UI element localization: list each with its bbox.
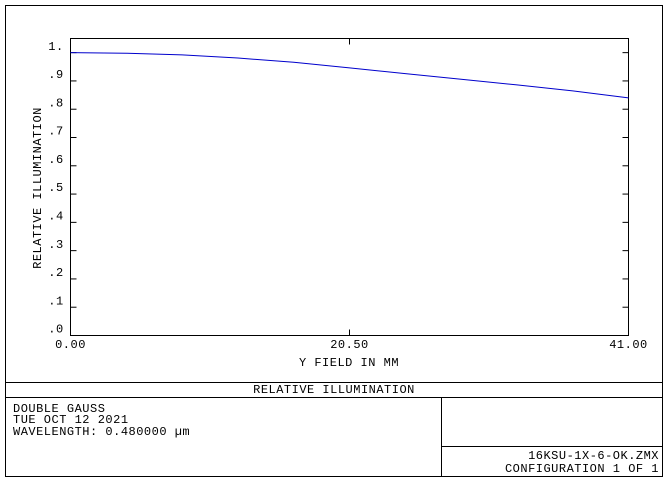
outer-frame bbox=[5, 5, 663, 477]
plot-frame bbox=[70, 38, 629, 336]
x-axis-label: Y FIELD IN MM bbox=[299, 356, 399, 370]
y-tick-label: .0 bbox=[48, 323, 63, 337]
y-tick-label: 1. bbox=[48, 40, 63, 54]
x-tick-label: 41.00 bbox=[609, 338, 648, 352]
y-tick-label: .1 bbox=[48, 294, 63, 308]
footer-title: RELATIVE ILLUMINATION bbox=[253, 383, 415, 397]
y-tick-label: .9 bbox=[48, 68, 63, 82]
footer-line: DOUBLE GAUSS bbox=[13, 402, 105, 416]
y-tick-label: .8 bbox=[48, 96, 63, 110]
y-axis-label: RELATIVE ILLUMINATION bbox=[31, 107, 45, 269]
y-tick-label: .5 bbox=[48, 181, 63, 195]
footer-line: WAVELENGTH: 0.480000 µm bbox=[13, 425, 190, 439]
file-name: 16KSU-1X-6-OK.ZMX bbox=[528, 449, 659, 463]
y-tick-label: .2 bbox=[48, 266, 63, 280]
y-tick-label: .4 bbox=[48, 210, 63, 224]
y-tick-label: .3 bbox=[48, 238, 63, 252]
y-tick-label: .6 bbox=[48, 153, 63, 167]
x-tick-label: 0.00 bbox=[55, 338, 86, 352]
configuration: CONFIGURATION 1 OF 1 bbox=[505, 462, 659, 476]
x-tick-label: 20.50 bbox=[330, 338, 369, 352]
data-line bbox=[70, 52, 629, 99]
y-tick-label: .7 bbox=[48, 125, 63, 139]
footer-line: TUE OCT 12 2021 bbox=[13, 413, 129, 427]
